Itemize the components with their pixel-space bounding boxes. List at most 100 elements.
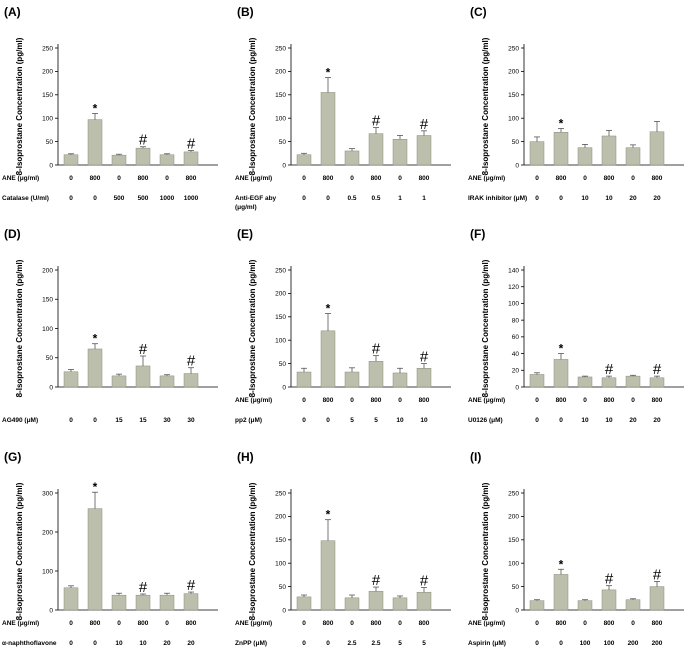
bar [625, 147, 641, 166]
row-value: 20 [187, 640, 195, 647]
panel-label: (D) [4, 227, 21, 241]
bar [111, 594, 127, 611]
bar [183, 593, 199, 611]
row-label: ZnPP (μM) [235, 640, 267, 647]
y-axis-label: 8-Isoprostane Concentration (pg/ml) [15, 37, 24, 175]
bar [601, 377, 617, 388]
y-tick-label: 0 [515, 162, 519, 169]
row-value: 2.5 [371, 640, 380, 647]
significance-hash: # [372, 572, 381, 589]
y-tick-label: 200 [508, 69, 519, 76]
bar [344, 150, 360, 166]
bar [416, 135, 432, 166]
panel-6: (G) 8-Isoprostane Concentration (pg/ml) 0 1… [2, 450, 218, 647]
row-label: ANE (μg/ml) [235, 175, 272, 182]
y-tick-label: 100 [275, 561, 286, 568]
y-tick-label: 300 [42, 490, 53, 497]
row-value: 0 [302, 640, 306, 647]
row-value: 5 [350, 417, 354, 424]
significance-hash: # [187, 135, 196, 152]
row-value: 0 [559, 417, 563, 424]
y-tick-label: 50 [279, 584, 287, 591]
row-value: 10 [396, 417, 404, 424]
row-value: 0 [350, 397, 354, 404]
significance-hash: # [653, 566, 662, 583]
row-value: 5 [374, 417, 378, 424]
row-value: 20 [629, 195, 637, 202]
y-tick-label: 200 [42, 529, 53, 536]
row-value: 0 [631, 175, 635, 182]
y-tick-label: 100 [275, 338, 286, 345]
row-label: ANE (μg/ml) [2, 620, 39, 627]
y-axis-label: 8-Isoprostane Concentration (pg/ml) [481, 37, 490, 175]
row-value: 800 [652, 620, 663, 627]
row-value: 30 [163, 417, 171, 424]
y-axis-label: 8-Isoprostane Concentration (pg/ml) [248, 259, 257, 397]
row-value: 10 [605, 417, 613, 424]
row-value: 800 [371, 397, 382, 404]
y-tick-label: 0 [49, 162, 53, 169]
y-tick-label: 200 [275, 291, 286, 298]
row-label: ANE (μg/ml) [235, 397, 272, 404]
panel-label: (E) [237, 227, 253, 241]
row-label: α-naphthoflavone [2, 640, 57, 647]
y-tick-label: 50 [512, 139, 520, 146]
y-tick-label: 0 [282, 162, 286, 169]
row-value: 0 [535, 397, 539, 404]
row-value: 0 [165, 175, 169, 182]
y-tick-label: 250 [508, 45, 519, 52]
panel-1: (B) 8-Isoprostane Concentration (pg/ml) 0 5… [235, 5, 451, 211]
significance-hash: # [139, 579, 148, 596]
row-value: 10 [139, 640, 147, 647]
y-tick-label: 150 [42, 297, 53, 304]
significance-hash: # [605, 571, 614, 588]
row-value: 0 [398, 175, 402, 182]
bar [368, 361, 384, 388]
significance-star: * [559, 116, 564, 130]
significance-hash: # [420, 573, 429, 590]
bar [135, 594, 151, 611]
bar [625, 599, 641, 611]
row-value: 5 [422, 640, 426, 647]
bar [159, 154, 175, 166]
row-value: 100 [580, 640, 591, 647]
y-tick-label: 250 [275, 267, 286, 274]
significance-star: * [326, 508, 331, 522]
y-tick-label: 60 [512, 334, 520, 341]
row-value: 800 [419, 620, 430, 627]
row-value: 0 [69, 640, 73, 647]
bar [87, 119, 103, 166]
y-tick-label: 0 [515, 607, 519, 614]
y-tick-label: 200 [508, 514, 519, 521]
row-value: 800 [604, 397, 615, 404]
bar [392, 372, 408, 388]
row-value: 0 [69, 175, 73, 182]
row-value: 0 [398, 397, 402, 404]
row-value: 0 [535, 640, 539, 647]
y-tick-label: 250 [508, 490, 519, 497]
significance-star: * [93, 480, 98, 494]
panel-label: (G) [4, 450, 21, 464]
row-label: ANE (μg/ml) [468, 397, 505, 404]
y-tick-label: 150 [42, 92, 53, 99]
row-value: 800 [419, 175, 430, 182]
row-value: 20 [653, 417, 661, 424]
bar [601, 135, 617, 166]
row-value: 800 [323, 397, 334, 404]
row-value: 10 [581, 195, 589, 202]
row-label: U0126 (μM) [468, 417, 503, 424]
row-value: 0 [326, 417, 330, 424]
y-axis-label: 8-Isoprostane Concentration (pg/ml) [248, 37, 257, 175]
significance-star: * [93, 332, 98, 346]
row-value: 0 [117, 175, 121, 182]
bar [320, 540, 336, 611]
y-tick-label: 100 [508, 301, 519, 308]
row-value: 0 [535, 417, 539, 424]
row-value: 1000 [184, 195, 199, 202]
row-value: 800 [604, 175, 615, 182]
panel-3: (D) 8-Isoprostane Concentration (pg/ml) 0 5… [2, 227, 218, 424]
y-tick-label: 150 [275, 92, 286, 99]
significance-star: * [559, 342, 564, 356]
panel-5: (F) 8-Isoprostane Concentration (pg/ml) 0 2… [468, 227, 684, 424]
row-value: 800 [323, 620, 334, 627]
